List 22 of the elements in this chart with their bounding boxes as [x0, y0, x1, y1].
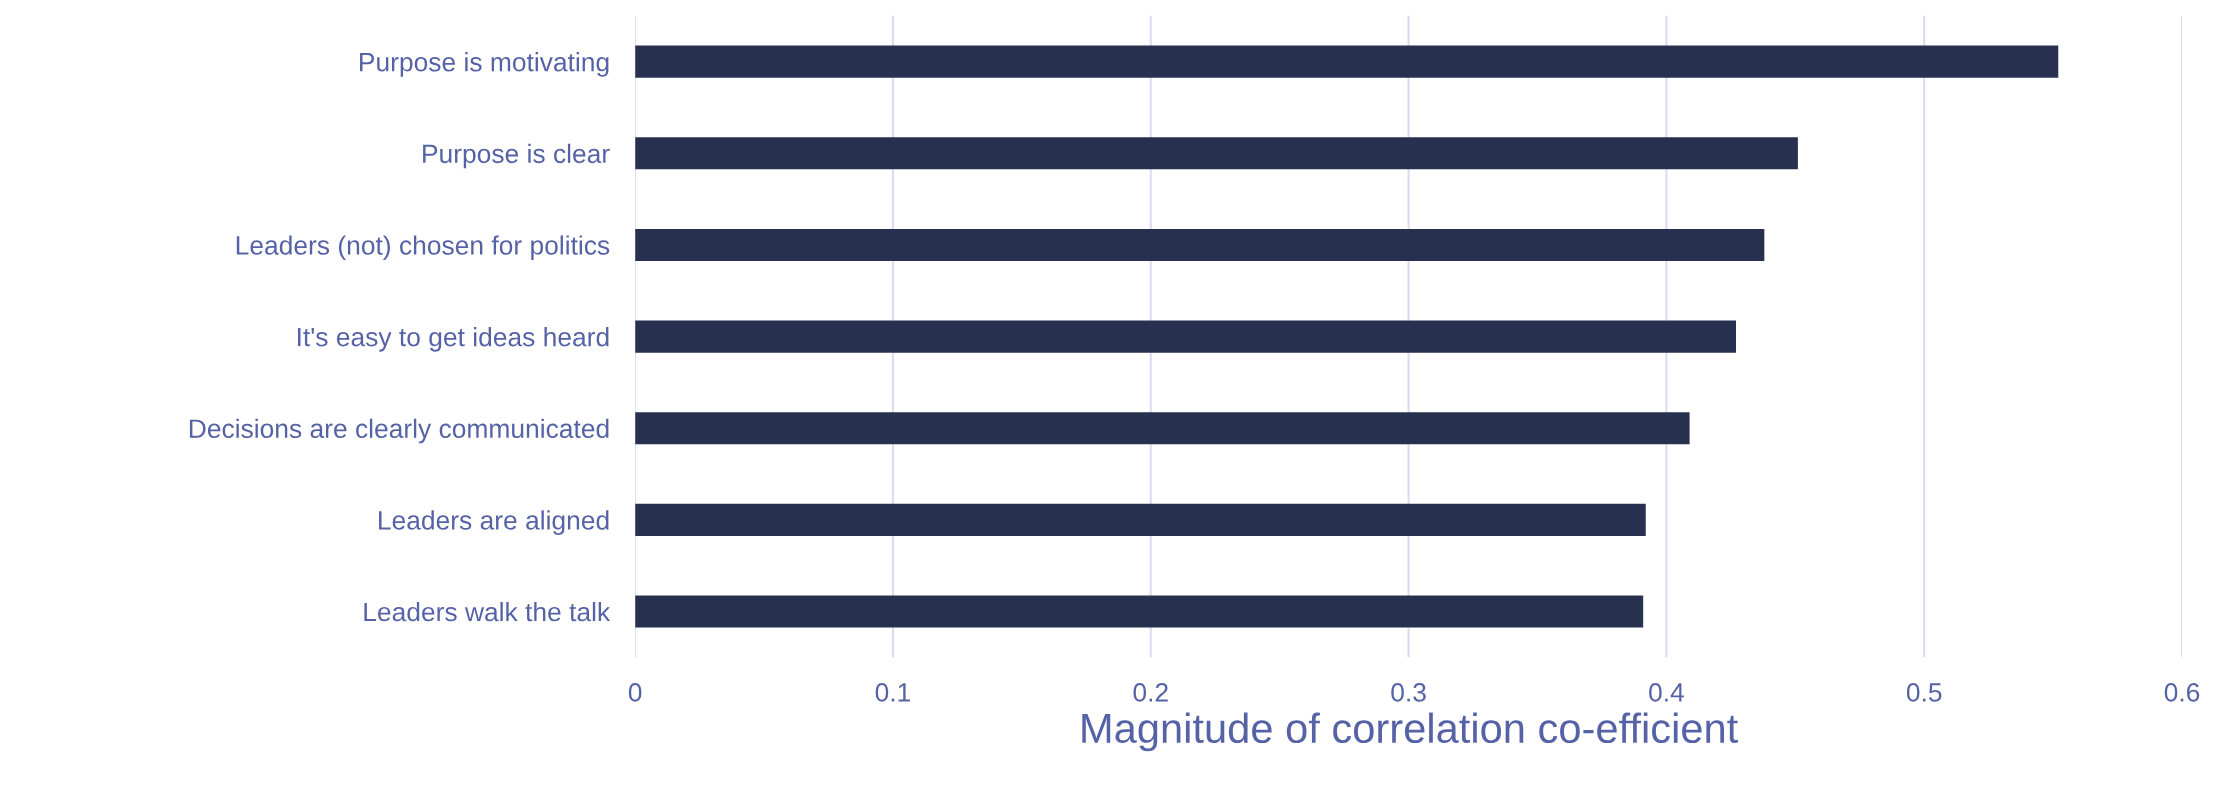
bar: [635, 320, 1736, 353]
bar: [635, 503, 1646, 536]
x-tick-label: 0.1: [875, 683, 910, 702]
bar: [635, 412, 1690, 445]
x-tick-label: 0.5: [1906, 683, 1942, 702]
bar: [635, 137, 1798, 170]
y-tick-label: It's easy to get ideas heard: [298, 327, 609, 352]
y-tick-label: Decisions are clearly communicated: [189, 418, 609, 444]
x-tick-label: 0.6: [2164, 683, 2200, 702]
y-tick-label: Leaders are aligned: [379, 510, 609, 535]
bar: [635, 228, 1765, 261]
x-tick-label: 0.4: [1649, 683, 1684, 702]
x-tick-label: 0.3: [1391, 683, 1426, 702]
x-axis-title: Magnitude of correlation co-efficient: [1082, 712, 1738, 752]
y-tick-label: Purpose is clear: [423, 143, 610, 169]
bar: [635, 45, 2059, 78]
x-tick-label: 0: [628, 683, 642, 702]
y-tick-label: Leaders (not) chosen for politics: [236, 235, 610, 260]
bar: [635, 595, 1644, 628]
y-tick-label: Purpose is motivating: [360, 52, 609, 77]
x-tick-label: 0.2: [1133, 683, 1168, 702]
y-tick-label: Leaders walk the talk: [364, 601, 611, 622]
